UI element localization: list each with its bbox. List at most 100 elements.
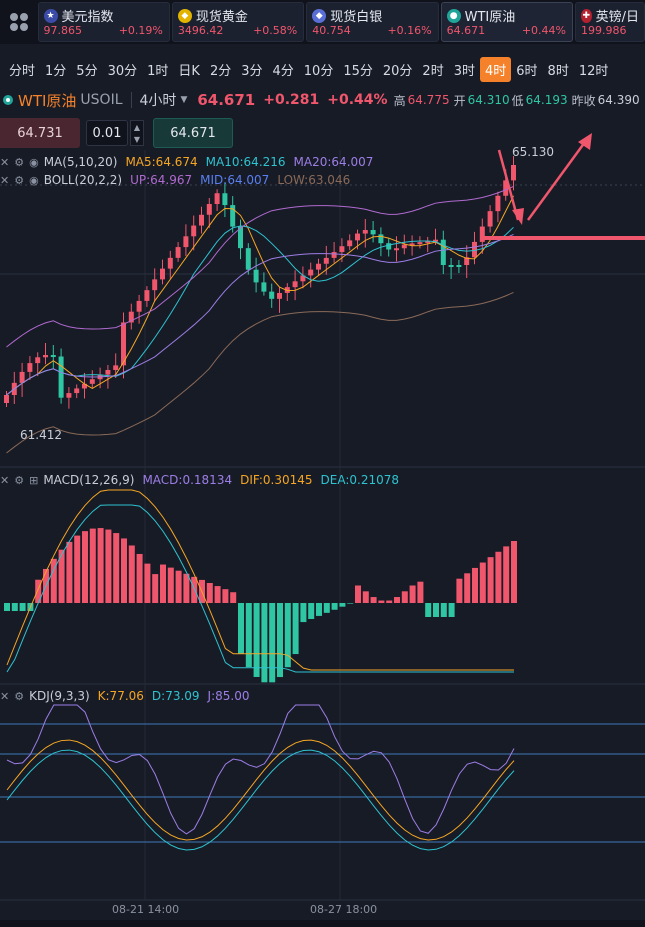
period-option[interactable]: 日K — [178, 63, 200, 79]
period-option[interactable]: 2分 — [209, 63, 232, 79]
chevron-down-icon[interactable]: ▼ — [133, 134, 141, 144]
oil-icon — [3, 95, 13, 105]
candle — [417, 242, 423, 245]
close-icon[interactable]: ✕ — [0, 689, 10, 703]
price-change: +0.281 — [263, 92, 320, 108]
candle — [4, 395, 9, 403]
kdj-name: KDJ(9,3,3) — [29, 689, 90, 703]
macd-bar — [503, 546, 510, 603]
macd-bar — [401, 591, 408, 603]
period-option[interactable]: 30分 — [107, 63, 138, 79]
period-option[interactable]: 3时 — [453, 63, 475, 79]
close-icon[interactable]: ✕ — [0, 155, 10, 169]
macd-legend: ✕ ⚙ ⊞ MACD(12,26,9) MACD:0.18134 DIF:0.3… — [0, 472, 399, 488]
macd-bar — [245, 603, 252, 668]
period-option[interactable]: 15分 — [343, 63, 373, 79]
candle — [362, 230, 368, 234]
close-icon[interactable]: ✕ — [0, 473, 10, 487]
ticker-gbp-jpy[interactable]: ✚ 英镑/日 199.986 — [575, 2, 645, 42]
candle — [378, 234, 384, 244]
high-label: 高 — [393, 93, 406, 108]
period-option[interactable]: 8时 — [547, 63, 569, 79]
x-axis-label: 08-21 14:00 — [112, 903, 180, 916]
ticker-spot-gold[interactable]: ◆ 现货黄金 3496.42 +0.58% — [171, 2, 305, 42]
candle — [105, 370, 111, 375]
settings-icon[interactable]: ⚙ — [14, 173, 25, 187]
candle — [261, 282, 267, 292]
gold-icon: ◆ — [177, 8, 192, 23]
chevron-down-icon[interactable]: ▼ — [180, 95, 188, 105]
candle — [82, 383, 87, 389]
timeframe-dropdown[interactable]: 4小时 — [139, 93, 177, 109]
settings-icon[interactable]: ⚙ — [14, 689, 25, 703]
low-marker: 61.412 — [20, 428, 62, 442]
boll-name: BOLL(20,2,2) — [43, 173, 123, 187]
period-option[interactable]: 5分 — [76, 63, 98, 79]
ma5-value: MA5:64.674 — [125, 155, 198, 169]
macd-bar — [277, 603, 283, 678]
macd-bar — [386, 600, 393, 603]
ticker-price: 64.671 — [446, 24, 486, 37]
macd-bar — [160, 564, 166, 603]
candle — [433, 239, 438, 242]
chevron-up-icon[interactable]: ▲ — [133, 122, 141, 132]
period-selector: 分时 1分 5分 30分 1时 日K 2分 3分 4分 10分 15分 20分 2时 3时 4时 6时 8时 12… — [0, 55, 645, 83]
period-option[interactable]: 6时 — [516, 63, 538, 79]
kdj-legend: ✕ ⚙ KDJ(9,3,3) K:77.06 D:73.09 J:85.00 — [0, 688, 249, 704]
expand-icon[interactable]: ⊞ — [29, 473, 39, 487]
d-line — [6, 749, 515, 851]
period-option[interactable]: 4分 — [272, 63, 294, 79]
boll-upper-line — [6, 186, 514, 348]
period-option[interactable]: 1分 — [45, 63, 67, 79]
candle — [199, 214, 204, 226]
period-option[interactable]: 12时 — [578, 63, 609, 79]
grid-menu-icon[interactable] — [0, 0, 38, 44]
macd-bar — [417, 581, 424, 603]
period-option[interactable]: 分时 — [9, 63, 36, 79]
x-axis: 08-21 14:00 08-27 18:00 — [0, 900, 645, 920]
boll-lower-line — [6, 292, 514, 454]
candle — [277, 292, 282, 299]
macd-bar — [448, 603, 455, 617]
candle — [50, 355, 56, 358]
macd-bar — [4, 603, 10, 611]
sell-button[interactable]: 64.731 — [0, 118, 80, 148]
ticker-wti-oil[interactable]: ● WTI原油 64.671 +0.44% — [440, 2, 573, 42]
macd-bar — [113, 533, 120, 603]
eye-icon[interactable]: ◉ — [29, 173, 39, 187]
period-option[interactable]: 20分 — [382, 63, 413, 79]
macd-bar — [50, 558, 57, 603]
ticker-usd-index[interactable]: ★ 美元指数 97.865 +0.19% — [37, 2, 170, 42]
d-value: D:73.09 — [151, 689, 200, 703]
candle — [214, 193, 220, 204]
candle — [300, 275, 306, 282]
macd-bar — [136, 553, 143, 603]
ticker-spot-silver[interactable]: ◆ 现货白银 40.754 +0.16% — [306, 2, 439, 42]
period-option[interactable]: 4时 — [479, 56, 512, 82]
candle — [292, 281, 298, 288]
macd-bar — [331, 603, 338, 610]
macd-bar — [316, 603, 322, 616]
macd-bar — [97, 528, 104, 603]
symbol-name[interactable]: WTI原油 — [18, 91, 77, 110]
candle — [160, 268, 165, 280]
macd-bar — [261, 603, 268, 683]
buy-button[interactable]: 64.671 — [153, 118, 233, 148]
close-icon[interactable]: ✕ — [0, 173, 10, 187]
quantity-stepper[interactable]: ▲ ▼ — [130, 120, 144, 146]
ticker-name: 美元指数 — [61, 10, 114, 25]
quantity-input[interactable]: 0.01 — [86, 120, 128, 146]
ticker-change: +0.19% — [118, 24, 163, 37]
period-option[interactable]: 1时 — [147, 63, 169, 79]
macd-bar — [191, 576, 198, 603]
macd-bar — [456, 578, 463, 603]
settings-icon[interactable]: ⚙ — [14, 473, 25, 487]
macd-bar — [292, 603, 299, 655]
period-option[interactable]: 3分 — [241, 63, 263, 79]
period-option[interactable]: 2时 — [422, 63, 444, 79]
eye-icon[interactable]: ◉ — [29, 155, 39, 169]
settings-icon[interactable]: ⚙ — [14, 155, 25, 169]
period-option[interactable]: 10分 — [303, 63, 334, 79]
macd-bar — [440, 603, 447, 617]
